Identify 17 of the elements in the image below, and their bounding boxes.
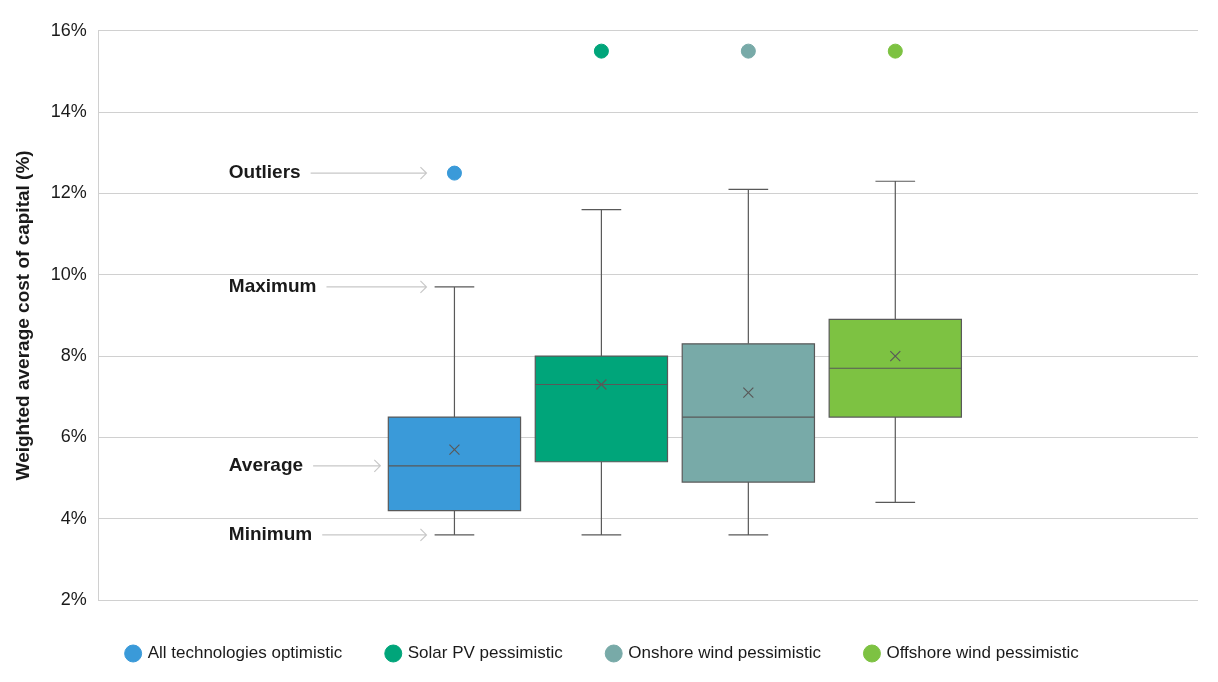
annotation: Maximum (228, 275, 317, 297)
y-tick-label: 8% (60, 345, 87, 366)
annotation: Average (228, 454, 304, 476)
legend-label: Offshore wind pessimistic (886, 643, 1080, 663)
legend-label: Onshore wind pessimistic (628, 643, 822, 663)
annotation: Minimum (228, 523, 313, 545)
y-tick-label: 10% (50, 263, 87, 284)
y-tick-label: 14% (50, 101, 87, 122)
y-tick-label: 4% (60, 507, 87, 528)
y-tick-label: 6% (60, 426, 87, 447)
y-axis-title: Weighted average cost of capital (%) (11, 150, 33, 481)
y-tick-label: 12% (50, 182, 87, 203)
annotation: Outliers (228, 161, 301, 183)
y-tick-label: 16% (50, 19, 87, 40)
y-tick-label: 2% (60, 588, 87, 609)
legend-label: Solar PV pessimistic (407, 643, 564, 663)
legend-label: All technologies optimistic (147, 643, 343, 663)
